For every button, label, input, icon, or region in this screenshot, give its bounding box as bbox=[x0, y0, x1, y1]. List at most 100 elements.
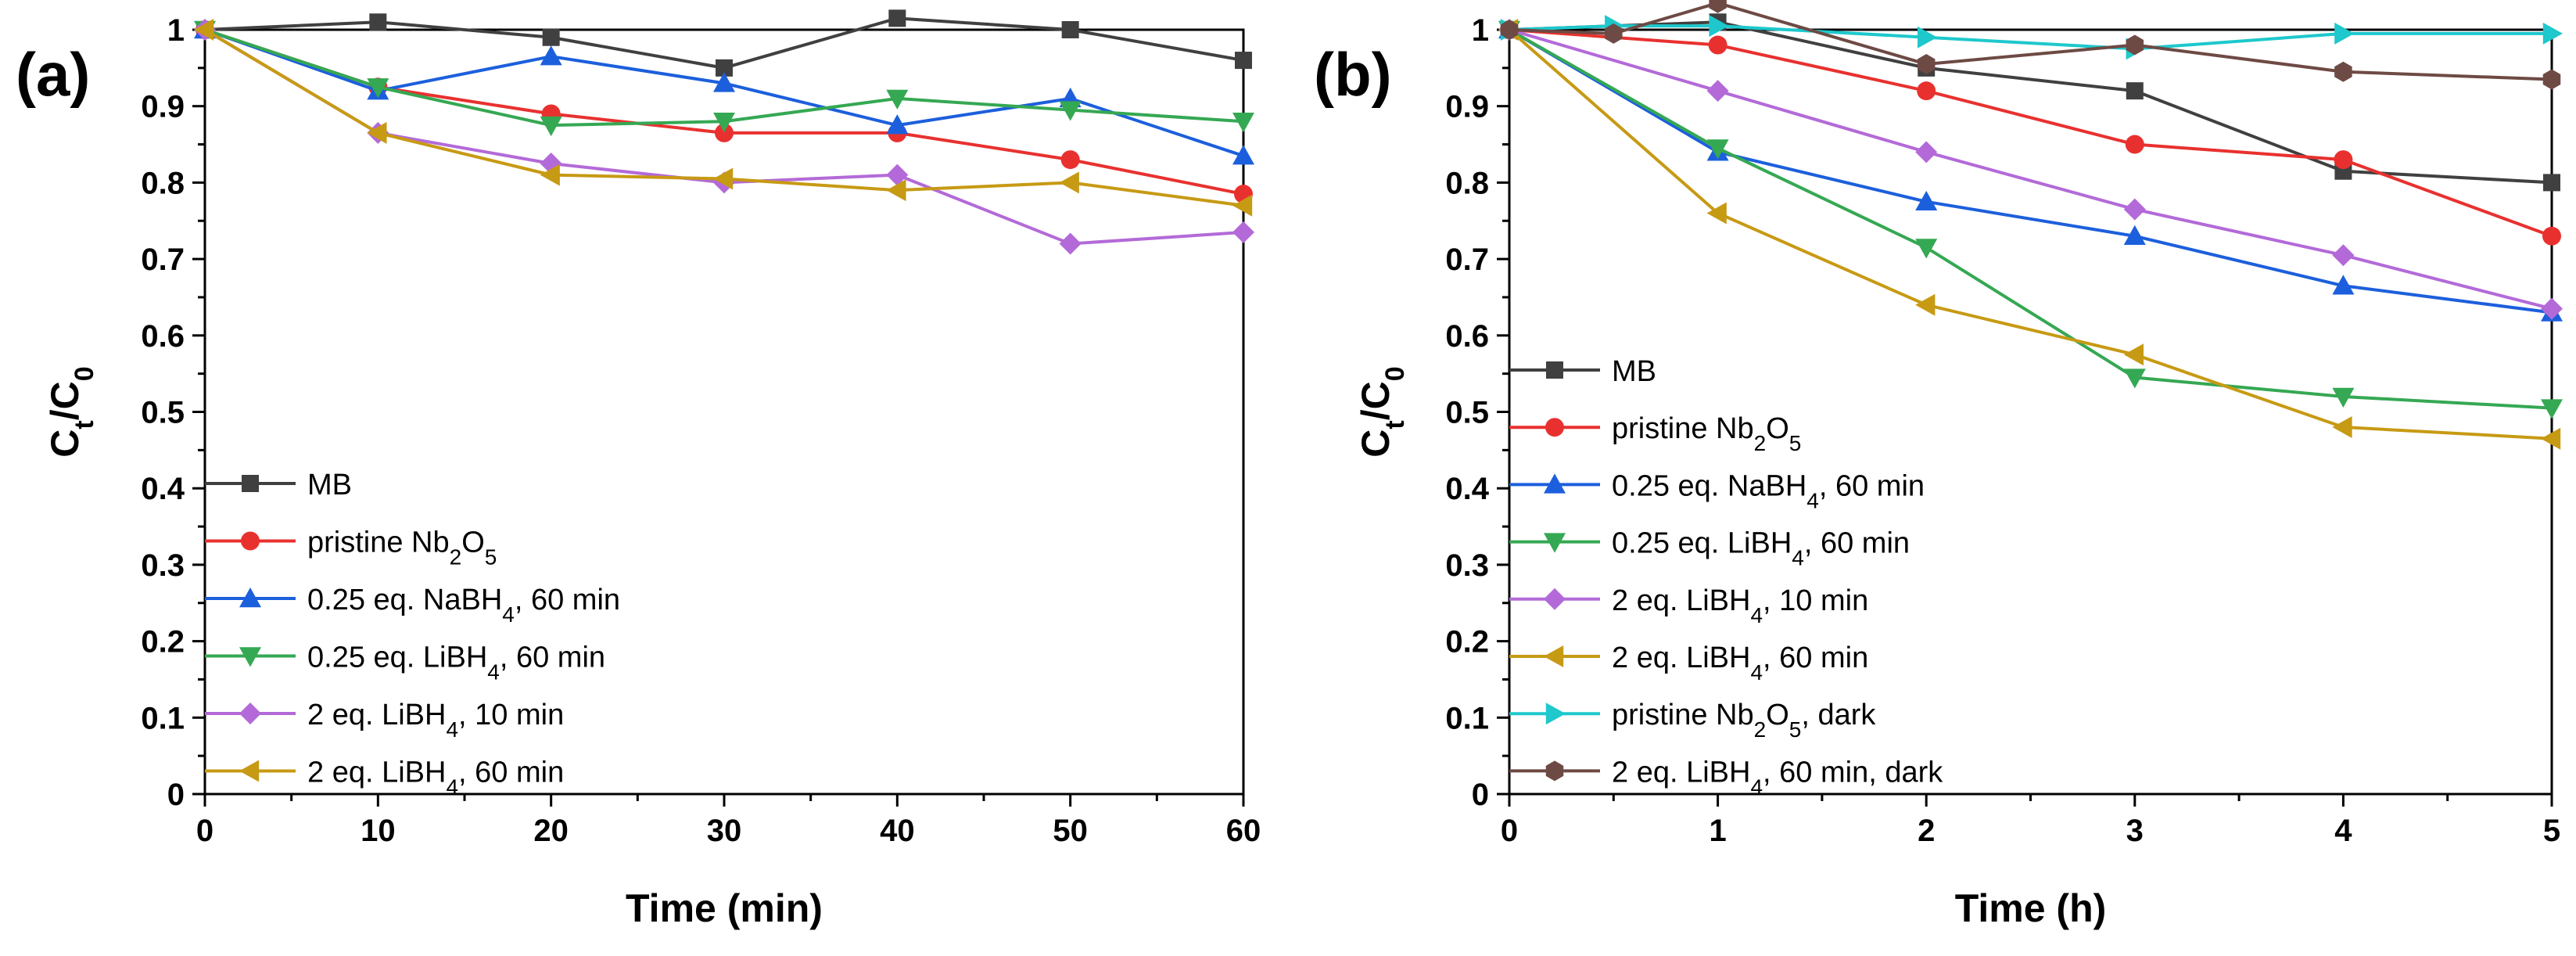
legend-label-part: 5 bbox=[1789, 717, 1802, 742]
data-point bbox=[540, 164, 560, 186]
data-point bbox=[1706, 80, 1729, 102]
data-point bbox=[1915, 141, 1938, 164]
legend-marker bbox=[1545, 760, 1564, 782]
data-point bbox=[1917, 53, 1936, 74]
y-tick-label: 0.3 bbox=[1445, 548, 1489, 583]
y-tick-label: 0.5 bbox=[1445, 396, 1489, 430]
y-axis-title-sub1: t bbox=[1380, 420, 1410, 429]
legend-label-part: 0.25 eq. LiBH bbox=[1612, 527, 1792, 560]
data-point bbox=[713, 167, 734, 190]
data-point bbox=[2123, 198, 2146, 221]
data-point bbox=[2123, 343, 2144, 366]
data-point bbox=[1232, 145, 1254, 165]
legend-label-part: 4 bbox=[1750, 775, 1763, 799]
series-2-eq-libh4-10-min bbox=[1498, 19, 2563, 320]
data-point bbox=[886, 89, 909, 110]
legend-label-part: 5 bbox=[1789, 431, 1802, 455]
data-point bbox=[1500, 20, 1519, 40]
legend-item: 2 eq. LiBH4, 10 min bbox=[1509, 584, 1868, 627]
legend-label-part: , 60 min, dark bbox=[1763, 756, 1943, 789]
legend-label: pristine Nb2O5 bbox=[307, 527, 497, 570]
legend-marker bbox=[239, 760, 260, 782]
y-tick-label: 0.3 bbox=[141, 548, 185, 583]
legend-item: 2 eq. LiBH4, 60 min bbox=[1509, 642, 1868, 685]
y-tick-label: 0.9 bbox=[141, 90, 185, 124]
x-tick-label: 1 bbox=[1709, 814, 1726, 848]
data-point bbox=[1232, 221, 1254, 243]
data-point bbox=[2542, 69, 2561, 90]
y-tick-label: 0.2 bbox=[1445, 625, 1489, 659]
data-point bbox=[2332, 416, 2352, 439]
legend-label-part: 2 eq. LiBH bbox=[1612, 756, 1750, 789]
legend-label: 0.25 eq. NaBH4, 60 min bbox=[307, 584, 620, 627]
legend-label-part: pristine Nb bbox=[1612, 412, 1754, 445]
legend-item: MB bbox=[1509, 355, 1656, 388]
legend-label: 2 eq. LiBH4, 60 min, dark bbox=[1612, 756, 1943, 799]
data-point bbox=[713, 72, 735, 92]
legend-label-part: 2 eq. LiBH bbox=[307, 757, 446, 789]
data-point bbox=[194, 19, 214, 41]
y-tick-label: 1 bbox=[167, 13, 185, 48]
data-point bbox=[2332, 387, 2355, 408]
series-line bbox=[1509, 28, 2553, 410]
legend-label-part: MB bbox=[1612, 355, 1656, 388]
data-point bbox=[1059, 101, 1082, 121]
data-point bbox=[540, 45, 562, 66]
series-2-eq-libh4-60-min bbox=[194, 19, 1253, 217]
legend-label-part: 4 bbox=[1750, 660, 1763, 685]
legend-label-part: pristine Nb bbox=[307, 527, 450, 559]
legend-label-part: 0.25 eq. NaBH bbox=[1612, 469, 1806, 502]
legend-label-part: , 60 min bbox=[458, 757, 564, 789]
legend-marker bbox=[242, 475, 259, 492]
legend-label-part: 4 bbox=[502, 602, 515, 627]
data-point bbox=[2126, 34, 2144, 56]
legend-label-part: 2 bbox=[450, 544, 462, 569]
y-axis-title: Ct/C0 bbox=[1354, 366, 1410, 457]
legend-label-part: 2 bbox=[1754, 717, 1767, 742]
legend-label-part: 4 bbox=[1792, 545, 1804, 570]
legend-label: 2 eq. LiBH4, 10 min bbox=[1612, 584, 1868, 627]
legend-label-part: 4 bbox=[1806, 488, 1819, 512]
legend-label-part: 4 bbox=[446, 717, 458, 742]
data-point bbox=[2542, 226, 2561, 246]
data-point bbox=[2123, 368, 2146, 389]
panel-label: (b) bbox=[1314, 40, 1392, 109]
legend-label-part: O bbox=[461, 527, 485, 559]
y-tick-label: 0.6 bbox=[141, 319, 185, 354]
legend-marker bbox=[1545, 418, 1564, 437]
legend-label-part: pristine Nb bbox=[1612, 699, 1754, 731]
legend-label-part: 4 bbox=[1750, 602, 1763, 627]
legend-label: MB bbox=[1612, 355, 1656, 388]
legend-item: pristine Nb2O5 bbox=[1509, 412, 1801, 455]
data-point bbox=[2123, 225, 2146, 245]
x-tick-label: 4 bbox=[2334, 814, 2352, 848]
legend-label: 0.25 eq. LiBH4, 60 min bbox=[307, 642, 605, 685]
legend-label: 2 eq. LiBH4, 10 min bbox=[307, 699, 564, 742]
panel-b: 0 1 2 3 4 5 0 0.1 0.2 0.3 0.4 0.5 0.6 0.7 0.8 0.9 1 Time … bbox=[1314, 0, 2563, 930]
data-point bbox=[1232, 194, 1253, 217]
legend-label: 0.25 eq. NaBH4, 60 min bbox=[1612, 469, 1925, 512]
data-point bbox=[1706, 202, 1727, 225]
legend-label-part: , 10 min bbox=[458, 699, 564, 731]
data-point bbox=[2541, 427, 2561, 450]
data-point bbox=[2334, 150, 2353, 170]
data-point bbox=[2332, 275, 2355, 295]
y-tick-label: 1 bbox=[1472, 13, 1489, 48]
legend-marker bbox=[1544, 533, 1566, 553]
x-tick-label: 3 bbox=[2126, 814, 2144, 848]
y-tick-label: 0.2 bbox=[141, 625, 185, 659]
y-tick-label: 0.1 bbox=[141, 701, 185, 735]
legend-label-part: 4 bbox=[487, 659, 500, 684]
y-tick-label: 0.7 bbox=[141, 243, 185, 277]
y-axis-title-mid: /C bbox=[43, 381, 87, 420]
data-point bbox=[1059, 232, 1082, 255]
legend-marker bbox=[1545, 703, 1566, 725]
legend-label-part: 2 eq. LiBH bbox=[307, 699, 446, 731]
y-tick-label: 0.9 bbox=[1445, 90, 1489, 124]
data-point bbox=[2541, 297, 2563, 320]
series-2-eq-libh4-60-min-dark bbox=[1500, 0, 2561, 90]
data-point bbox=[886, 179, 906, 202]
y-tick-label: 0.7 bbox=[1445, 243, 1489, 277]
